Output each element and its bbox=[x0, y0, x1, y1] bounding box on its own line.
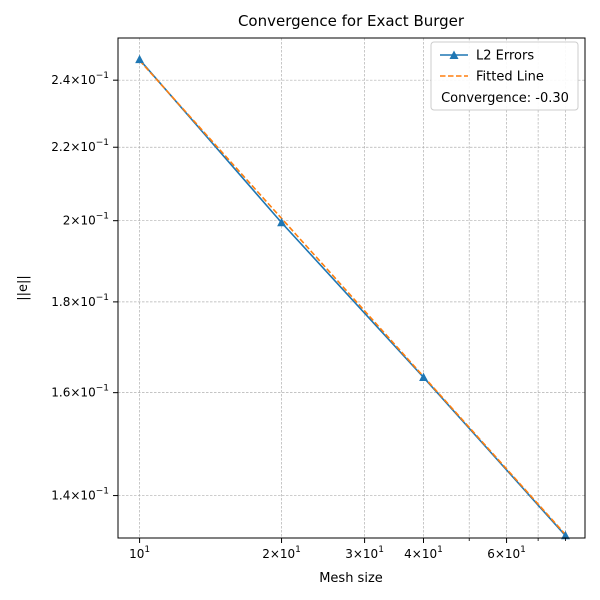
grid-lines bbox=[118, 38, 585, 538]
series-line-fitted bbox=[138, 59, 567, 536]
x-tick-label: 2×101 bbox=[262, 545, 301, 561]
plot-frame bbox=[117, 37, 586, 539]
data-point-l2-errors bbox=[561, 530, 570, 540]
y-tick-label: 2.2×10−1 bbox=[51, 138, 109, 154]
legend-label-fitted: Fitted Line bbox=[476, 70, 544, 85]
y-tick-label: 1.4×10−1 bbox=[51, 487, 109, 503]
x-tick-label: 101 bbox=[129, 545, 150, 561]
legend-label-l2: L2 Errors bbox=[476, 49, 534, 64]
y-tick-label: 2×10−1 bbox=[63, 212, 109, 228]
x-tick-label: 3×101 bbox=[345, 545, 384, 561]
legend-box bbox=[430, 41, 579, 111]
axis-ticks: 101 2×101 3×101 4×101 6×101 1.4×10−1 1.6×10−1 1… bbox=[51, 71, 566, 561]
series-group bbox=[135, 54, 570, 540]
x-tick-label: 4×101 bbox=[404, 545, 443, 561]
y-axis-label: ||e|| bbox=[16, 275, 31, 301]
convergence-annotation: Convergence: -0.30 bbox=[441, 91, 569, 106]
data-point-l2-errors bbox=[135, 54, 144, 64]
y-tick-label: 1.8×10−1 bbox=[51, 293, 109, 309]
legend-l2-marker bbox=[449, 50, 459, 59]
x-tick-label: 6×101 bbox=[487, 545, 526, 561]
y-tick-label: 2.4×10−1 bbox=[51, 71, 109, 87]
data-point-l2-errors bbox=[277, 217, 286, 227]
chart-title: Convergence for Exact Burger bbox=[238, 12, 465, 30]
x-axis-label: Mesh size bbox=[319, 571, 383, 586]
y-tick-label: 1.6×10−1 bbox=[51, 384, 109, 400]
legend: L2 Errors Fitted Line Convergence: -0.30 bbox=[430, 41, 579, 111]
data-point-l2-errors bbox=[419, 372, 428, 381]
